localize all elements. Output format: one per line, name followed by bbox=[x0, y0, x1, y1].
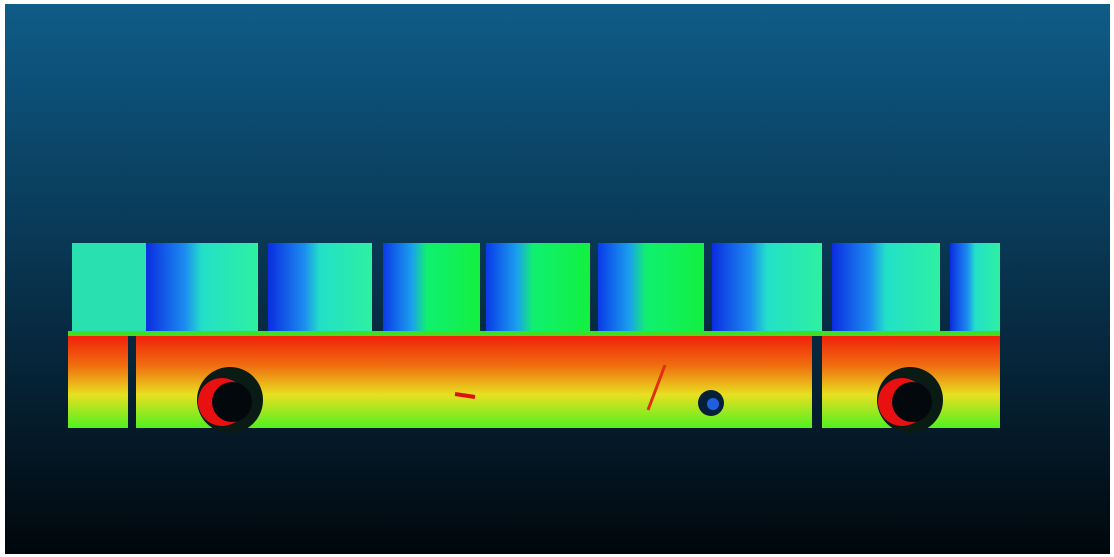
block bbox=[72, 243, 146, 331]
page: (() => { const data = JSON.parse(documen… bbox=[0, 0, 1114, 557]
block bbox=[598, 243, 704, 331]
beam-edge bbox=[68, 331, 1000, 336]
block bbox=[712, 243, 822, 331]
viewer bbox=[0, 0, 1114, 557]
block bbox=[950, 243, 1000, 331]
block bbox=[146, 243, 258, 331]
small-hole-center bbox=[707, 398, 719, 410]
beam-segment bbox=[68, 333, 128, 428]
hole bbox=[892, 382, 932, 422]
block bbox=[383, 243, 480, 331]
block bbox=[832, 243, 940, 331]
hole bbox=[212, 382, 252, 422]
block bbox=[268, 243, 372, 331]
block bbox=[486, 243, 590, 331]
upper-blocks bbox=[72, 243, 1000, 331]
